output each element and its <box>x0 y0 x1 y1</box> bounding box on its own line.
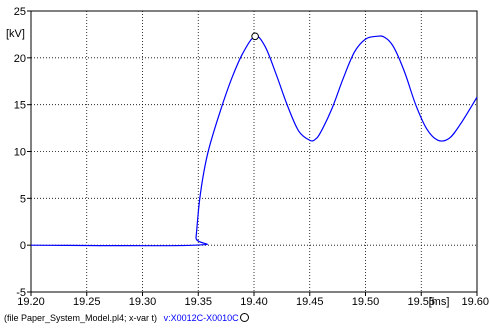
x-tick-label: 19.45 <box>296 296 324 308</box>
axis-ticks <box>27 10 478 296</box>
series-line <box>30 35 478 247</box>
x-tick-label: 19.60 <box>461 296 489 308</box>
x-tick-label: 19.50 <box>352 296 380 308</box>
x-tick-labels: 19.20 19.25 19.30 19.35 19.40 19.45 19.50 19.55… <box>17 296 489 308</box>
y-tick-label: 25 <box>14 6 26 18</box>
x-tick-label: 19.55 <box>407 296 435 308</box>
y-axis-label: [kV] <box>6 28 25 40</box>
grid-lines <box>31 11 477 292</box>
y-tick-label: 10 <box>14 147 26 159</box>
y-tick-labels: 25 20 15 10 5 0 -5 <box>14 6 26 299</box>
y-tick-label: 0 <box>20 240 26 252</box>
x-tick-label: 19.30 <box>129 296 157 308</box>
footer-series-name: v:X0012C-X0010C <box>163 313 239 323</box>
x-tick-label: 19.20 <box>17 296 45 308</box>
legend-circle-marker-icon <box>239 313 249 322</box>
series-marker-circle <box>251 32 259 41</box>
y-tick-label: 15 <box>14 100 26 112</box>
x-axis-label: [ms] <box>429 296 450 308</box>
series-layer <box>30 32 478 247</box>
x-tick-label: 19.25 <box>73 296 101 308</box>
y-tick-label: 5 <box>20 193 26 205</box>
x-tick-label: 19.40 <box>240 296 268 308</box>
x-tick-label: 19.35 <box>184 296 212 308</box>
footer-caption: (file Paper_System_Model.pl4; x-var t) v… <box>4 313 249 323</box>
y-tick-label: 20 <box>14 53 26 65</box>
y-tick-label: -5 <box>16 287 26 299</box>
footer-file-text: (file Paper_System_Model.pl4; x-var t) <box>4 313 158 323</box>
